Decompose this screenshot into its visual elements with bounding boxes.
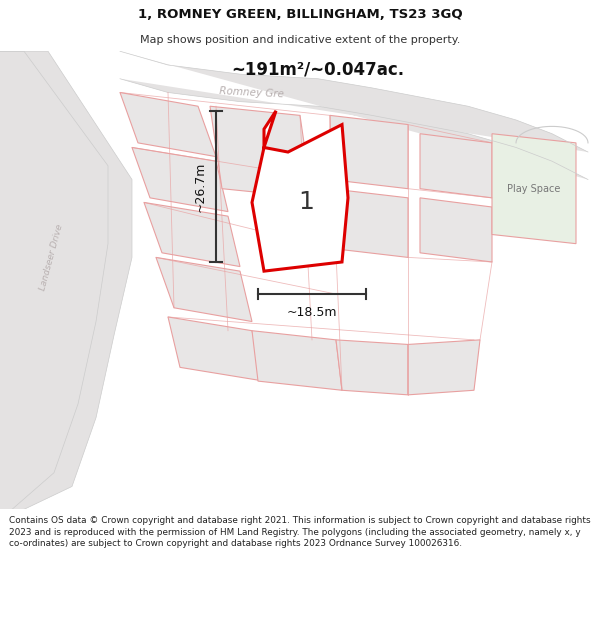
Text: 1, ROMNEY GREEN, BILLINGHAM, TS23 3GQ: 1, ROMNEY GREEN, BILLINGHAM, TS23 3GQ: [137, 8, 463, 21]
Text: Romney Gre: Romney Gre: [220, 86, 284, 99]
Polygon shape: [120, 92, 216, 157]
Polygon shape: [132, 148, 228, 212]
Polygon shape: [0, 51, 132, 509]
Text: ~191m²/~0.047ac.: ~191m²/~0.047ac.: [232, 61, 404, 79]
Polygon shape: [168, 317, 264, 381]
Text: ~26.7m: ~26.7m: [194, 161, 207, 212]
Text: Contains OS data © Crown copyright and database right 2021. This information is : Contains OS data © Crown copyright and d…: [9, 516, 590, 548]
Polygon shape: [252, 331, 342, 390]
Polygon shape: [420, 134, 492, 198]
Text: Play Space: Play Space: [508, 184, 560, 194]
Polygon shape: [210, 106, 312, 198]
Polygon shape: [156, 258, 252, 321]
Polygon shape: [120, 51, 588, 179]
Text: Map shows position and indicative extent of the property.: Map shows position and indicative extent…: [140, 35, 460, 45]
Polygon shape: [144, 202, 240, 267]
Polygon shape: [492, 134, 576, 244]
Polygon shape: [252, 111, 348, 271]
Text: ~18.5m: ~18.5m: [287, 306, 337, 319]
Polygon shape: [330, 116, 408, 189]
Polygon shape: [408, 340, 480, 395]
Text: Landseer Drive: Landseer Drive: [38, 223, 64, 292]
Text: 1: 1: [298, 191, 314, 214]
Polygon shape: [330, 189, 408, 258]
Polygon shape: [420, 198, 492, 262]
Polygon shape: [336, 340, 408, 395]
